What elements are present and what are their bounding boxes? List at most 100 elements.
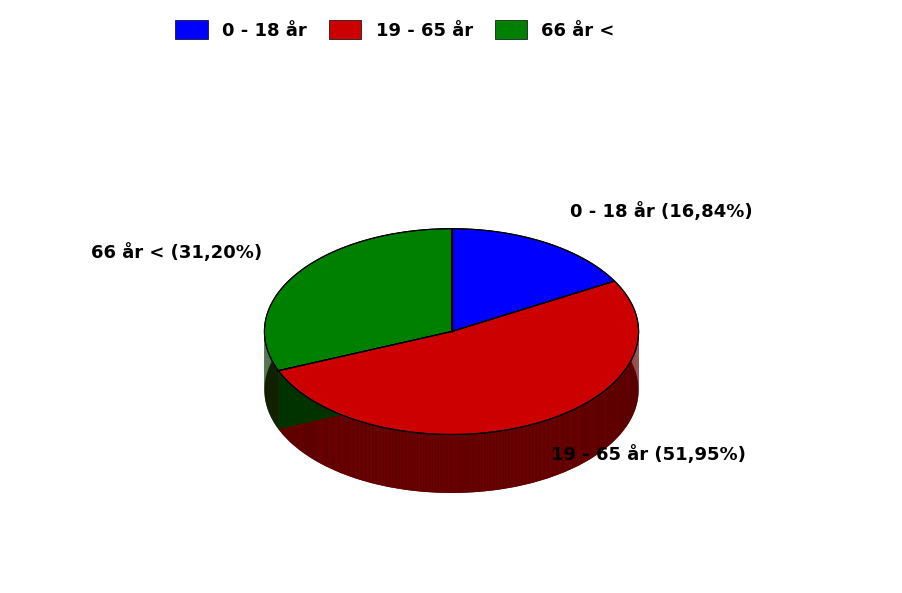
Polygon shape: [423, 433, 425, 492]
Polygon shape: [428, 433, 429, 492]
Polygon shape: [465, 434, 467, 493]
Polygon shape: [516, 428, 518, 486]
Polygon shape: [599, 394, 600, 453]
Polygon shape: [264, 229, 451, 371]
Polygon shape: [581, 405, 582, 464]
Polygon shape: [549, 419, 550, 477]
Polygon shape: [412, 432, 414, 491]
Polygon shape: [447, 435, 449, 493]
Polygon shape: [441, 434, 443, 493]
Polygon shape: [522, 426, 523, 485]
Polygon shape: [393, 429, 395, 488]
Polygon shape: [416, 433, 417, 491]
Polygon shape: [384, 428, 386, 486]
Polygon shape: [484, 433, 485, 492]
Polygon shape: [526, 425, 528, 484]
Polygon shape: [541, 421, 543, 480]
Polygon shape: [540, 422, 541, 480]
Polygon shape: [589, 400, 590, 460]
Polygon shape: [278, 331, 451, 429]
Polygon shape: [592, 398, 594, 457]
Polygon shape: [463, 434, 465, 493]
Polygon shape: [388, 428, 389, 487]
Polygon shape: [338, 413, 339, 473]
Polygon shape: [407, 432, 408, 490]
Polygon shape: [496, 431, 497, 490]
Polygon shape: [478, 433, 479, 492]
Polygon shape: [386, 428, 388, 487]
Polygon shape: [354, 420, 355, 479]
Polygon shape: [553, 417, 555, 476]
Polygon shape: [319, 405, 320, 464]
Polygon shape: [565, 413, 566, 472]
Legend: 0 - 18 år, 19 - 65 år, 66 år <: 0 - 18 år, 19 - 65 år, 66 år <: [168, 13, 621, 47]
Polygon shape: [501, 431, 502, 489]
Polygon shape: [458, 434, 460, 493]
Polygon shape: [563, 413, 565, 473]
Polygon shape: [419, 433, 420, 492]
Polygon shape: [335, 412, 336, 471]
Polygon shape: [470, 434, 472, 492]
Polygon shape: [351, 418, 352, 477]
Polygon shape: [575, 408, 576, 467]
Polygon shape: [310, 399, 311, 458]
Polygon shape: [543, 421, 544, 480]
Polygon shape: [357, 420, 358, 479]
Polygon shape: [601, 393, 602, 452]
Polygon shape: [421, 433, 423, 492]
Polygon shape: [587, 401, 588, 461]
Polygon shape: [381, 427, 382, 486]
Polygon shape: [372, 425, 373, 484]
Polygon shape: [487, 432, 488, 491]
Polygon shape: [327, 409, 328, 468]
Polygon shape: [548, 419, 549, 478]
Polygon shape: [365, 423, 366, 482]
Polygon shape: [518, 428, 520, 486]
Polygon shape: [379, 426, 381, 485]
Polygon shape: [476, 433, 478, 492]
Polygon shape: [488, 432, 490, 491]
Polygon shape: [451, 229, 614, 331]
Polygon shape: [324, 407, 325, 466]
Polygon shape: [598, 394, 599, 454]
Polygon shape: [579, 406, 581, 465]
Polygon shape: [382, 427, 383, 486]
Polygon shape: [278, 331, 451, 429]
Polygon shape: [520, 427, 522, 486]
Polygon shape: [378, 426, 379, 485]
Polygon shape: [361, 422, 363, 481]
Polygon shape: [306, 397, 308, 456]
Polygon shape: [556, 416, 557, 476]
Polygon shape: [278, 281, 638, 435]
Polygon shape: [452, 435, 454, 493]
Polygon shape: [342, 415, 343, 474]
Polygon shape: [594, 397, 595, 456]
Polygon shape: [443, 435, 445, 493]
Text: 19 - 65 år (51,95%): 19 - 65 år (51,95%): [550, 445, 745, 464]
Polygon shape: [483, 433, 484, 492]
Polygon shape: [490, 432, 492, 490]
Polygon shape: [414, 432, 416, 491]
Polygon shape: [572, 410, 573, 468]
Polygon shape: [528, 425, 529, 484]
Polygon shape: [352, 419, 354, 478]
Polygon shape: [304, 396, 305, 454]
Polygon shape: [405, 431, 407, 490]
Polygon shape: [317, 403, 318, 462]
Polygon shape: [389, 429, 391, 487]
Polygon shape: [391, 429, 393, 488]
Polygon shape: [402, 431, 403, 490]
Polygon shape: [456, 435, 458, 493]
Polygon shape: [446, 435, 447, 493]
Ellipse shape: [264, 287, 638, 493]
Polygon shape: [508, 429, 509, 488]
Polygon shape: [325, 407, 327, 467]
Polygon shape: [437, 434, 438, 493]
Text: 66 år < (31,20%): 66 år < (31,20%): [91, 243, 262, 262]
Polygon shape: [429, 433, 430, 492]
Polygon shape: [299, 392, 300, 451]
Polygon shape: [417, 433, 419, 492]
Polygon shape: [561, 415, 562, 473]
Polygon shape: [432, 434, 434, 493]
Polygon shape: [348, 417, 349, 476]
